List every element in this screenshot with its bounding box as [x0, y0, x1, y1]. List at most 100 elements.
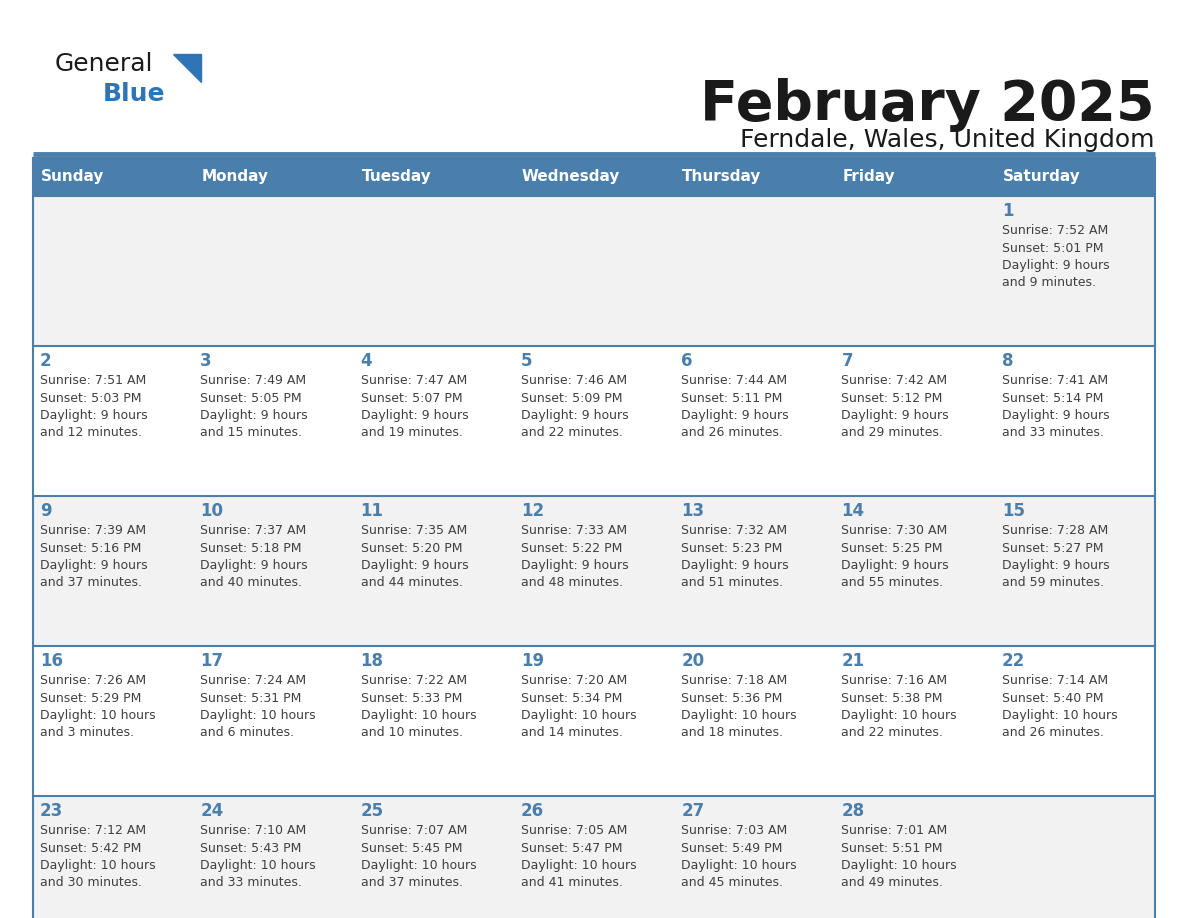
- Text: Daylight: 9 hours: Daylight: 9 hours: [40, 559, 147, 572]
- Text: Sunset: 5:03 PM: Sunset: 5:03 PM: [40, 391, 141, 405]
- Text: 12: 12: [520, 502, 544, 520]
- Text: General: General: [55, 52, 153, 76]
- Text: 25: 25: [361, 802, 384, 820]
- Bar: [354, 646, 514, 796]
- Text: Daylight: 9 hours: Daylight: 9 hours: [1001, 409, 1110, 422]
- Bar: [514, 196, 674, 346]
- Bar: [994, 158, 1155, 196]
- Text: Daylight: 9 hours: Daylight: 9 hours: [520, 409, 628, 422]
- Text: Sunrise: 7:44 AM: Sunrise: 7:44 AM: [681, 374, 788, 387]
- Text: Daylight: 10 hours: Daylight: 10 hours: [520, 859, 637, 872]
- Text: 20: 20: [681, 652, 704, 670]
- Text: Sunrise: 7:03 AM: Sunrise: 7:03 AM: [681, 824, 788, 837]
- Text: Daylight: 10 hours: Daylight: 10 hours: [40, 859, 156, 872]
- Text: and 14 minutes.: and 14 minutes.: [520, 726, 623, 740]
- Text: Daylight: 9 hours: Daylight: 9 hours: [1001, 559, 1110, 572]
- Text: and 33 minutes.: and 33 minutes.: [201, 877, 302, 890]
- Text: 15: 15: [1001, 502, 1025, 520]
- Bar: [33, 346, 194, 496]
- Bar: [834, 346, 994, 496]
- Text: Daylight: 9 hours: Daylight: 9 hours: [841, 559, 949, 572]
- Text: and 30 minutes.: and 30 minutes.: [40, 877, 143, 890]
- Text: Daylight: 10 hours: Daylight: 10 hours: [1001, 709, 1118, 722]
- Text: Sunrise: 7:18 AM: Sunrise: 7:18 AM: [681, 674, 788, 687]
- Text: Blue: Blue: [103, 82, 165, 106]
- Bar: [354, 158, 514, 196]
- Bar: [33, 496, 194, 646]
- Text: Sunrise: 7:35 AM: Sunrise: 7:35 AM: [361, 524, 467, 537]
- Bar: [834, 496, 994, 646]
- Text: Daylight: 10 hours: Daylight: 10 hours: [201, 709, 316, 722]
- Text: Sunrise: 7:26 AM: Sunrise: 7:26 AM: [40, 674, 146, 687]
- Text: Sunset: 5:14 PM: Sunset: 5:14 PM: [1001, 391, 1104, 405]
- Text: 10: 10: [201, 502, 223, 520]
- Text: Sunset: 5:16 PM: Sunset: 5:16 PM: [40, 542, 141, 554]
- Text: Sunset: 5:05 PM: Sunset: 5:05 PM: [201, 391, 302, 405]
- Text: Sunset: 5:43 PM: Sunset: 5:43 PM: [201, 842, 302, 855]
- Text: Sunrise: 7:32 AM: Sunrise: 7:32 AM: [681, 524, 788, 537]
- Text: Sunset: 5:49 PM: Sunset: 5:49 PM: [681, 842, 783, 855]
- Bar: [354, 496, 514, 646]
- Text: Sunrise: 7:22 AM: Sunrise: 7:22 AM: [361, 674, 467, 687]
- Text: and 6 minutes.: and 6 minutes.: [201, 726, 295, 740]
- Text: Daylight: 9 hours: Daylight: 9 hours: [681, 409, 789, 422]
- Text: and 55 minutes.: and 55 minutes.: [841, 577, 943, 589]
- Text: 22: 22: [1001, 652, 1025, 670]
- Text: 1: 1: [1001, 202, 1013, 220]
- Bar: [994, 796, 1155, 918]
- Text: Sunrise: 7:28 AM: Sunrise: 7:28 AM: [1001, 524, 1108, 537]
- Text: Daylight: 9 hours: Daylight: 9 hours: [361, 559, 468, 572]
- Text: Sunrise: 7:47 AM: Sunrise: 7:47 AM: [361, 374, 467, 387]
- Text: and 9 minutes.: and 9 minutes.: [1001, 276, 1095, 289]
- Text: Sunrise: 7:14 AM: Sunrise: 7:14 AM: [1001, 674, 1108, 687]
- Text: Sunset: 5:51 PM: Sunset: 5:51 PM: [841, 842, 943, 855]
- Text: Daylight: 9 hours: Daylight: 9 hours: [201, 559, 308, 572]
- Text: 27: 27: [681, 802, 704, 820]
- Text: and 59 minutes.: and 59 minutes.: [1001, 577, 1104, 589]
- Text: and 26 minutes.: and 26 minutes.: [681, 427, 783, 440]
- Text: Sunrise: 7:10 AM: Sunrise: 7:10 AM: [201, 824, 307, 837]
- Text: Sunrise: 7:20 AM: Sunrise: 7:20 AM: [520, 674, 627, 687]
- Text: and 48 minutes.: and 48 minutes.: [520, 577, 623, 589]
- Text: Friday: Friday: [842, 170, 895, 185]
- Bar: [194, 646, 354, 796]
- Text: and 10 minutes.: and 10 minutes.: [361, 726, 462, 740]
- Text: 14: 14: [841, 502, 865, 520]
- Text: Sunrise: 7:16 AM: Sunrise: 7:16 AM: [841, 674, 948, 687]
- Text: and 33 minutes.: and 33 minutes.: [1001, 427, 1104, 440]
- Bar: [33, 196, 194, 346]
- Text: Daylight: 10 hours: Daylight: 10 hours: [841, 709, 958, 722]
- Text: Daylight: 9 hours: Daylight: 9 hours: [361, 409, 468, 422]
- Text: Sunset: 5:22 PM: Sunset: 5:22 PM: [520, 542, 623, 554]
- Text: and 18 minutes.: and 18 minutes.: [681, 726, 783, 740]
- Text: Sunrise: 7:42 AM: Sunrise: 7:42 AM: [841, 374, 948, 387]
- Text: 16: 16: [40, 652, 63, 670]
- Bar: [33, 646, 194, 796]
- Text: Ferndale, Wales, United Kingdom: Ferndale, Wales, United Kingdom: [740, 128, 1155, 152]
- Text: Daylight: 10 hours: Daylight: 10 hours: [40, 709, 156, 722]
- Bar: [834, 196, 994, 346]
- Text: 3: 3: [201, 352, 211, 370]
- Text: and 44 minutes.: and 44 minutes.: [361, 577, 462, 589]
- Text: and 15 minutes.: and 15 minutes.: [201, 427, 302, 440]
- Bar: [33, 158, 1155, 918]
- Text: 6: 6: [681, 352, 693, 370]
- Text: and 37 minutes.: and 37 minutes.: [40, 577, 143, 589]
- Text: Sunset: 5:11 PM: Sunset: 5:11 PM: [681, 391, 783, 405]
- Text: Sunset: 5:29 PM: Sunset: 5:29 PM: [40, 691, 141, 704]
- Text: 24: 24: [201, 802, 223, 820]
- Bar: [354, 796, 514, 918]
- Bar: [674, 796, 834, 918]
- Text: Daylight: 9 hours: Daylight: 9 hours: [1001, 259, 1110, 272]
- Text: Sunrise: 7:33 AM: Sunrise: 7:33 AM: [520, 524, 627, 537]
- Bar: [194, 346, 354, 496]
- Text: Sunrise: 7:05 AM: Sunrise: 7:05 AM: [520, 824, 627, 837]
- Text: 21: 21: [841, 652, 865, 670]
- Text: Sunset: 5:42 PM: Sunset: 5:42 PM: [40, 842, 141, 855]
- Text: Sunrise: 7:49 AM: Sunrise: 7:49 AM: [201, 374, 307, 387]
- Text: and 41 minutes.: and 41 minutes.: [520, 877, 623, 890]
- Text: Sunset: 5:45 PM: Sunset: 5:45 PM: [361, 842, 462, 855]
- Text: 11: 11: [361, 502, 384, 520]
- Text: Daylight: 10 hours: Daylight: 10 hours: [361, 859, 476, 872]
- Text: Sunset: 5:31 PM: Sunset: 5:31 PM: [201, 691, 302, 704]
